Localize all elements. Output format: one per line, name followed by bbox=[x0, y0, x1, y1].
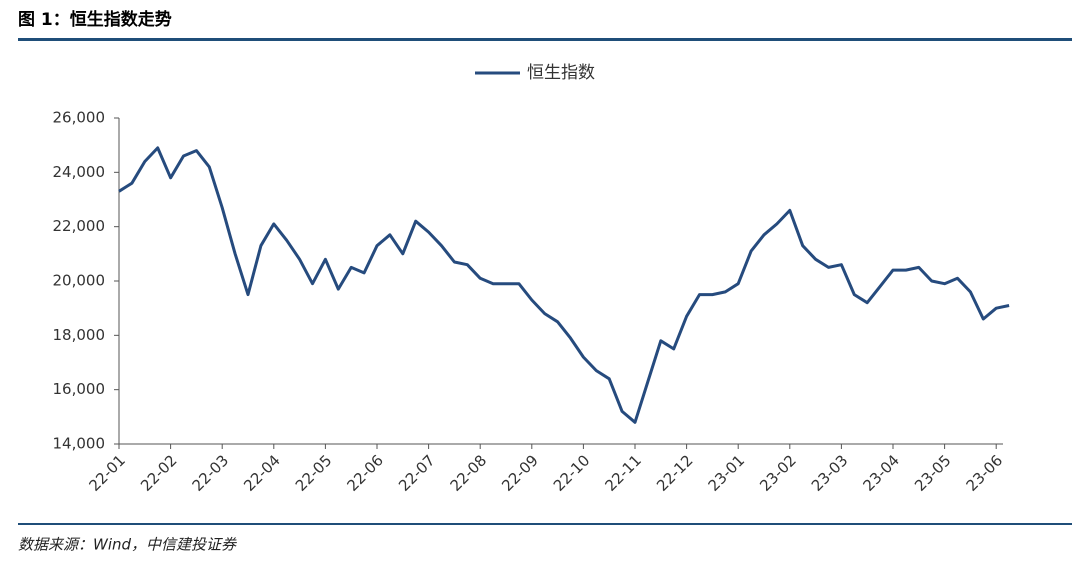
x-tick-label: 22-04 bbox=[240, 451, 284, 495]
y-tick-label: 14,000 bbox=[53, 435, 106, 453]
y-tick-label: 18,000 bbox=[53, 326, 106, 344]
y-tick-label: 20,000 bbox=[53, 272, 106, 290]
x-tick-label: 23-01 bbox=[705, 451, 749, 495]
legend-label: 恒生指数 bbox=[527, 63, 595, 83]
x-tick-label: 23-02 bbox=[756, 451, 800, 495]
x-tick-label: 23-03 bbox=[808, 451, 852, 495]
x-tick-label: 22-05 bbox=[292, 451, 336, 495]
footer-rule bbox=[18, 523, 1072, 525]
x-tick-label: 22-10 bbox=[550, 451, 594, 495]
source-note: 数据来源：Wind，中信建投证券 bbox=[18, 536, 237, 554]
y-tick-label: 26,000 bbox=[53, 109, 106, 127]
x-tick-label: 22-09 bbox=[498, 451, 542, 495]
x-tick-label: 23-05 bbox=[911, 451, 955, 495]
x-tick-label: 22-12 bbox=[653, 451, 697, 495]
chart-title: 图 1：恒生指数走势 bbox=[18, 9, 172, 30]
x-tick-label: 22-06 bbox=[343, 451, 387, 495]
x-tick-label: 22-08 bbox=[447, 451, 491, 495]
x-tick-label: 23-04 bbox=[859, 451, 903, 495]
x-tick-label: 22-03 bbox=[189, 451, 233, 495]
x-tick-label: 22-07 bbox=[395, 451, 439, 495]
x-tick-label: 22-11 bbox=[601, 451, 645, 495]
title-rule bbox=[18, 38, 1072, 41]
series-line bbox=[118, 146, 1010, 424]
x-tick-label: 22-01 bbox=[85, 451, 129, 495]
y-tick-label: 24,000 bbox=[53, 163, 106, 181]
y-tick-label: 16,000 bbox=[53, 380, 106, 398]
y-tick-label: 22,000 bbox=[53, 217, 106, 235]
x-tick-label: 23-06 bbox=[963, 451, 1007, 495]
x-tick-label: 22-02 bbox=[137, 451, 181, 495]
